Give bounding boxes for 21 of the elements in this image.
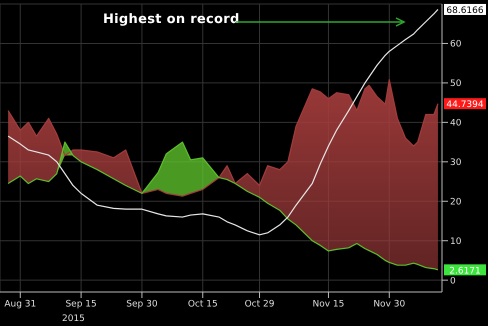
x-tick-label: Sep 15 (65, 299, 97, 310)
x-tick-label: Oct 29 (244, 299, 275, 310)
data-label: 2.6171 (449, 266, 481, 276)
y-tick-label: 20 (450, 197, 462, 208)
x-tick-label: Sep 30 (126, 299, 158, 310)
x-tick-label: Oct 15 (188, 299, 218, 310)
x-tick-label: Nov 30 (373, 299, 406, 310)
x-tick-label: Nov 15 (312, 299, 344, 310)
text: 2015 (62, 314, 85, 324)
x-tick-label: Aug 31 (4, 299, 36, 310)
annotation: Highest on record (103, 12, 240, 27)
y-tick-label: 40 (450, 118, 462, 129)
y-tick-label: 30 (450, 158, 462, 168)
line-series (8, 8, 439, 236)
y-tick-label: 50 (450, 79, 462, 90)
y-tick-label: 0 (450, 276, 456, 286)
y-tick-label: 60 (450, 40, 462, 50)
line-series (8, 79, 439, 197)
data-label: 44.7394 (446, 100, 484, 110)
y-tick-label: 10 (450, 236, 462, 247)
data-label: 68.6166 (446, 6, 484, 16)
